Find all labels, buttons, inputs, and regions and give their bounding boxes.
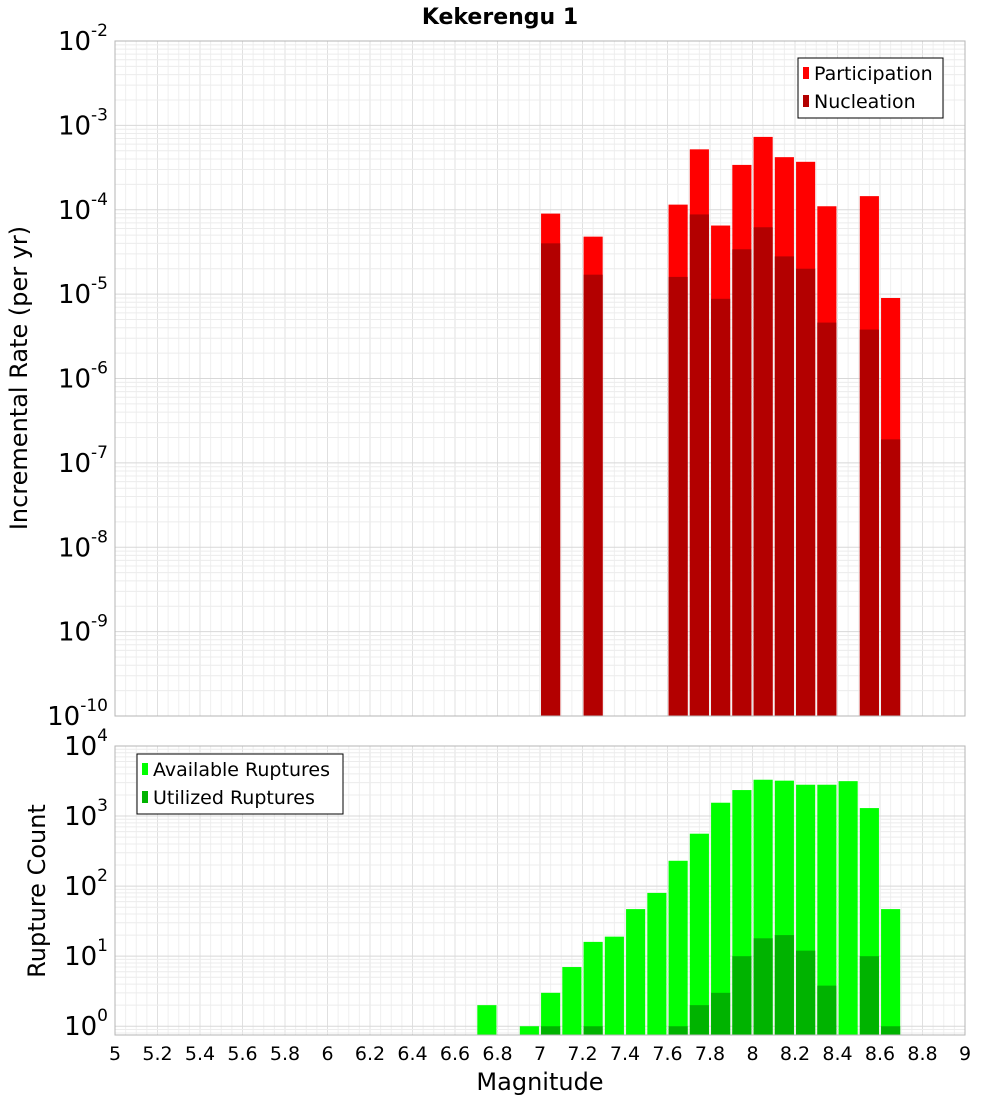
y-tick-label: 10-10 <box>47 696 108 732</box>
bar-utilized <box>583 1026 603 1035</box>
bar-nucleation <box>689 214 709 717</box>
bar-nucleation <box>711 298 731 716</box>
x-tick-label: 8.4 <box>822 1043 852 1065</box>
bar-nucleation <box>732 249 752 716</box>
bar-available <box>711 802 731 1035</box>
bar-nucleation <box>881 439 901 716</box>
bar-available <box>562 967 582 1035</box>
bar-utilized <box>774 935 794 1035</box>
bar-nucleation <box>774 256 794 716</box>
bar-utilized <box>668 1026 688 1035</box>
legend-label: Participation <box>814 63 933 85</box>
plot-frame <box>114 40 966 717</box>
x-tick-label: 5.8 <box>270 1043 300 1065</box>
rate-y-axis-label: Incremental Rate (per yr) <box>5 226 33 530</box>
x-tick-label: 5 <box>109 1043 121 1065</box>
x-axis-label: Magnitude <box>476 1068 603 1096</box>
y-tick-label: 103 <box>64 796 108 832</box>
bar-available <box>541 992 561 1035</box>
y-tick-label: 10-5 <box>58 274 108 310</box>
bar-utilized <box>881 1026 901 1035</box>
bar-utilized <box>817 985 837 1035</box>
x-tick-label: 5.4 <box>185 1043 215 1065</box>
x-tick-label: 5.2 <box>142 1043 172 1065</box>
chart-title: Kekerengu 1 <box>422 5 578 30</box>
y-tick-label: 101 <box>64 936 108 972</box>
legend-box <box>136 753 344 815</box>
y-tick-label: 102 <box>64 866 108 902</box>
x-tick-label: 7 <box>534 1043 546 1065</box>
bar-available <box>647 892 667 1035</box>
y-tick-label: 104 <box>64 726 108 762</box>
x-tick-label: 9 <box>959 1043 971 1065</box>
bar-available <box>626 909 646 1035</box>
x-tick-label: 6.6 <box>440 1043 470 1065</box>
count-y-axis-label: Rupture Count <box>23 804 51 978</box>
legend-box <box>797 57 944 119</box>
legend-swatch <box>142 791 148 803</box>
y-tick-label: 10-3 <box>58 105 108 141</box>
y-tick-label: 10-4 <box>58 190 108 226</box>
bar-available <box>689 833 709 1035</box>
bar-nucleation <box>541 243 561 717</box>
legend-label: Utilized Ruptures <box>153 787 315 809</box>
bar-nucleation <box>859 329 879 716</box>
bar-available <box>838 781 858 1035</box>
y-tick-label: 100 <box>64 1006 108 1042</box>
x-tick-label: 8 <box>746 1043 758 1065</box>
x-tick-label: 6.8 <box>482 1043 512 1065</box>
y-tick-label: 10-9 <box>58 612 108 648</box>
bar-nucleation <box>796 268 816 716</box>
x-tick-label: 6.4 <box>397 1043 427 1065</box>
x-tick-label: 6.2 <box>355 1043 385 1065</box>
y-tick-label: 10-8 <box>58 527 108 563</box>
x-tick-label: 7.4 <box>610 1043 640 1065</box>
x-tick-label: 8.2 <box>780 1043 810 1065</box>
x-tick-label: 6 <box>321 1043 333 1065</box>
bar-utilized <box>732 956 752 1035</box>
bar-utilized <box>859 956 879 1035</box>
plot-frame <box>114 745 966 1036</box>
bar-utilized <box>753 938 773 1035</box>
bar-available <box>477 1005 497 1035</box>
legend-label: Nucleation <box>814 91 916 113</box>
bar-available <box>881 909 901 1035</box>
legend-swatch <box>803 95 809 107</box>
x-tick-label: 5.6 <box>227 1043 257 1065</box>
legend-label: Available Ruptures <box>153 759 330 781</box>
x-tick-label: 7.8 <box>695 1043 725 1065</box>
bar-utilized <box>689 1005 709 1035</box>
bar-nucleation <box>817 322 837 716</box>
rate-panel: 10-10 10-9 10-8 10-7 10-6 10-5 10-4 10-3 10-2 Par… <box>47 21 966 732</box>
bar-available <box>583 941 603 1035</box>
y-tick-label: 10-7 <box>58 443 108 479</box>
bar-nucleation <box>668 276 688 716</box>
bar-available <box>817 784 837 1035</box>
bar-available <box>604 936 624 1035</box>
x-tick-label: 8.8 <box>907 1043 937 1065</box>
x-tick-label: 8.6 <box>865 1043 895 1065</box>
y-tick-label: 10-2 <box>58 21 108 57</box>
bar-utilized <box>541 1026 561 1035</box>
legend-swatch <box>803 67 809 79</box>
count-panel: 100 101 102 103 104 Available Ruptures Utilize… <box>64 726 971 1065</box>
y-tick-label: 10-6 <box>58 359 108 395</box>
bar-available <box>519 1026 539 1035</box>
bar-utilized <box>711 992 731 1035</box>
bar-utilized <box>796 950 816 1035</box>
bar-available <box>668 860 688 1035</box>
x-tick-label: 7.6 <box>652 1043 682 1065</box>
bar-nucleation <box>583 274 603 716</box>
bar-nucleation <box>753 227 773 716</box>
legend-swatch <box>142 763 148 775</box>
x-tick-label: 7.2 <box>567 1043 597 1065</box>
